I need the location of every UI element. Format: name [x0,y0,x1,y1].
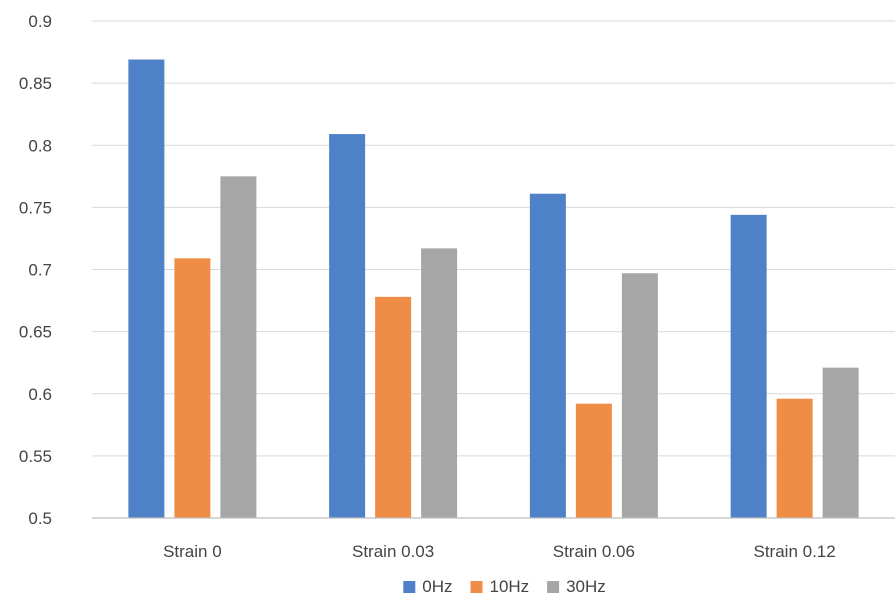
legend-label-10hz: 10Hz [490,577,530,596]
bar-30hz-0 [220,176,257,518]
y-tick-label: 0.85 [19,74,52,93]
y-tick-label: 0.65 [19,323,52,342]
bars [128,59,859,519]
bar-0hz-3 [730,214,767,518]
legend-label-0hz: 0Hz [422,577,452,596]
bar-10hz-3 [776,398,813,518]
bar-30hz-2 [621,273,658,518]
y-tick-label: 0.9 [28,12,52,31]
bar-0hz-2 [529,193,566,518]
bar-0hz-1 [329,134,366,518]
bar-10hz-1 [375,296,412,518]
legend: 0Hz 10Hz 30Hz [403,577,606,596]
x-category-label: Strain 0.12 [754,542,836,561]
y-tick-label: 0.75 [19,198,52,217]
legend-swatch-30hz [547,581,560,593]
bar-10hz-2 [575,403,612,518]
x-category-label: Strain 0.06 [553,542,635,561]
x-category-label: Strain 0.03 [352,542,434,561]
y-tick-label: 0.7 [28,261,52,280]
bar-30hz-1 [421,248,458,518]
y-tick-label: 0.8 [28,136,52,155]
x-category-label: Strain 0 [163,542,222,561]
bar-10hz-0 [174,258,211,518]
legend-swatch-0hz [403,581,416,593]
legend-swatch-10hz [470,581,483,593]
grid-lines [92,20,895,457]
bar-30hz-3 [822,367,859,518]
y-tick-label: 0.5 [28,509,52,528]
x-axis-category-labels: Strain 0 Strain 0.03 Strain 0.06 Strain 0.1… [163,542,836,561]
legend-label-30hz: 30Hz [566,577,606,596]
y-tick-label: 0.6 [28,385,52,404]
y-axis-tick-labels: 0.5 0.55 0.6 0.65 0.7 0.75 0.8 0.85 0.9 [19,12,52,528]
bar-0hz-0 [128,59,165,519]
y-tick-label: 0.55 [19,447,52,466]
